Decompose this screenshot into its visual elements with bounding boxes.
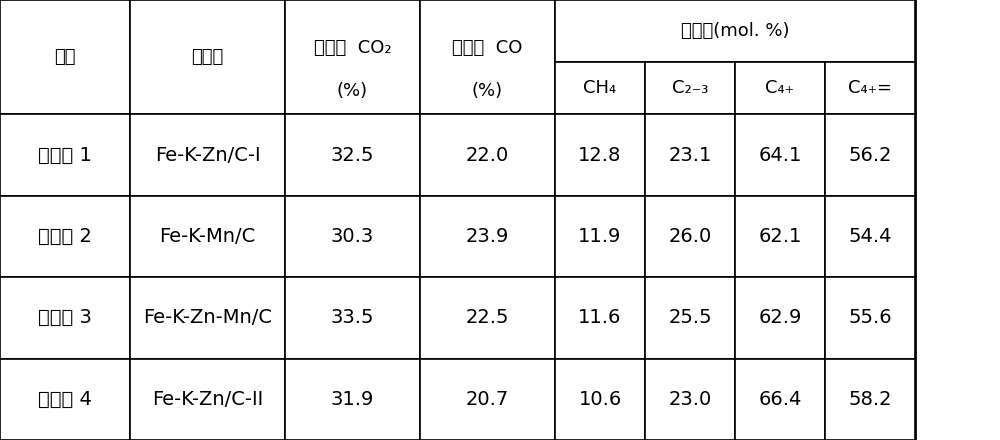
Text: (%): (%) [472,82,503,99]
Bar [645,359,735,440]
Bar [645,114,735,196]
Bar [130,359,285,440]
Text: 烃分布(mol. %): 烃分布(mol. %) [681,22,789,40]
Text: 10.6: 10.6 [578,390,622,409]
Bar [285,196,420,277]
Text: 25.5: 25.5 [668,308,712,327]
Text: 23.1: 23.1 [668,146,712,165]
Text: Fe-K-Mn/C: Fe-K-Mn/C [159,227,256,246]
Text: Fe-K-Zn/C-I: Fe-K-Zn/C-I [155,146,260,165]
Bar [420,196,555,277]
Bar [825,114,915,196]
Text: 26.0: 26.0 [668,227,712,246]
Text: Fe-K-Zn/C-II: Fe-K-Zn/C-II [152,390,263,409]
Bar [0,0,130,114]
Text: Fe-K-Zn-Mn/C: Fe-K-Zn-Mn/C [143,308,272,327]
Text: 31.9: 31.9 [331,390,374,409]
Text: CH₄: CH₄ [583,79,617,97]
Bar [825,196,915,277]
Bar [285,359,420,440]
Bar [825,62,915,114]
Text: 64.1: 64.1 [758,146,802,165]
Bar [735,196,825,277]
Text: 56.2: 56.2 [848,146,892,165]
Text: 选择性  CO: 选择性 CO [452,39,523,57]
Text: 23.0: 23.0 [668,390,712,409]
Text: 11.9: 11.9 [578,227,622,246]
Bar [825,277,915,359]
Bar [420,359,555,440]
Text: C₂₋₃: C₂₋₃ [672,79,708,97]
Text: 66.4: 66.4 [758,390,802,409]
Bar [555,62,645,114]
Text: 11.6: 11.6 [578,308,622,327]
Bar [130,196,285,277]
Bar [130,0,285,114]
Text: 22.5: 22.5 [466,308,509,327]
Bar [0,196,130,277]
Text: 实施例 3: 实施例 3 [38,308,92,327]
Bar [130,114,285,196]
Text: 32.5: 32.5 [331,146,374,165]
Text: 54.4: 54.4 [848,227,892,246]
Text: (%): (%) [337,82,368,99]
Text: 催化剂: 催化剂 [191,48,224,66]
Text: 22.0: 22.0 [466,146,509,165]
Text: 实施例 1: 实施例 1 [38,146,92,165]
Bar [735,114,825,196]
Bar [285,0,420,114]
Bar [645,277,735,359]
Text: 实施例 2: 实施例 2 [38,227,92,246]
Bar [555,0,915,62]
Bar [420,114,555,196]
Bar [0,114,130,196]
Bar [825,359,915,440]
Bar [0,277,130,359]
Bar [735,359,825,440]
Text: C₄₊: C₄₊ [766,79,794,97]
Text: 20.7: 20.7 [466,390,509,409]
Text: 62.9: 62.9 [758,308,802,327]
Text: 58.2: 58.2 [848,390,892,409]
Bar [285,277,420,359]
Bar [285,114,420,196]
Text: C₄₊=: C₄₊= [848,79,892,97]
Text: 30.3: 30.3 [331,227,374,246]
Bar [420,277,555,359]
Bar [420,0,555,114]
Bar [0,359,130,440]
Bar [735,277,825,359]
Bar [555,196,645,277]
Text: 23.9: 23.9 [466,227,509,246]
Text: 实施例 4: 实施例 4 [38,390,92,409]
Bar [555,114,645,196]
Bar [645,62,735,114]
Bar [555,359,645,440]
Bar [645,196,735,277]
Text: 62.1: 62.1 [758,227,802,246]
Text: 序号: 序号 [54,48,76,66]
Text: 转化率  CO₂: 转化率 CO₂ [314,39,391,57]
Text: 12.8: 12.8 [578,146,622,165]
Text: 55.6: 55.6 [848,308,892,327]
Text: 33.5: 33.5 [331,308,374,327]
Bar [735,62,825,114]
Bar [130,277,285,359]
Bar [555,277,645,359]
